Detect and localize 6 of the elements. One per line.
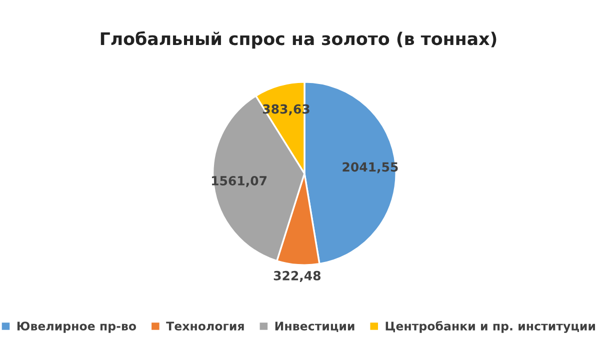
chart-title: Глобальный спрос на золото (в тоннах)	[100, 31, 496, 49]
legend-label: Ювелирное пр-во	[17, 322, 136, 333]
data-label: 322,48	[274, 270, 321, 282]
legend-label: Инвестиции	[275, 322, 354, 332]
legend-label: Технология	[166, 322, 244, 331]
legend-label: Центробанки и пр. институции	[386, 321, 595, 333]
